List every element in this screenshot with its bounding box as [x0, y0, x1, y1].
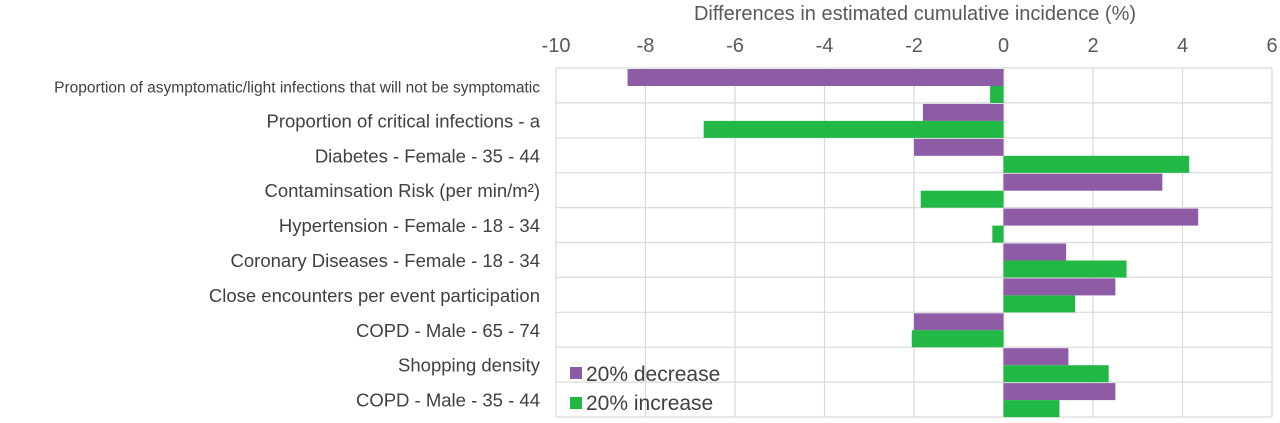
category-label: COPD - Male - 65 - 74 [356, 320, 540, 341]
legend: 20% decrease 20% increase [570, 363, 720, 415]
x-tick-label: 4 [1177, 35, 1188, 57]
x-tick-label: 0 [998, 35, 1009, 57]
bar-increase [920, 190, 1004, 208]
legend-label-decrease: 20% decrease [586, 363, 720, 386]
category-label: Hypertension - Female - 18 - 34 [279, 215, 540, 236]
x-tick-label: 2 [1087, 35, 1098, 57]
x-axis-title: Differences in estimated cumulative inci… [694, 3, 1136, 25]
x-tick-label: -10 [542, 35, 571, 57]
bar-increase [1003, 400, 1060, 418]
x-tick-label: -8 [637, 35, 655, 57]
bar-increase [1003, 365, 1109, 383]
x-tick-label: -2 [905, 35, 923, 57]
bar-decrease [1003, 383, 1116, 401]
legend-swatch-decrease [570, 367, 582, 379]
category-label: Proportion of critical infections - a [266, 110, 540, 131]
category-labels: Proportion of asymptomatic/light infecti… [54, 79, 541, 410]
bar-increase [992, 225, 1004, 243]
legend-label-increase: 20% increase [586, 392, 713, 415]
bar-decrease [1003, 173, 1163, 191]
bar-decrease [627, 69, 1004, 86]
category-label: COPD - Male - 35 - 44 [356, 390, 540, 411]
bar-decrease [1003, 243, 1067, 261]
category-label: Diabetes - Female - 35 - 44 [315, 145, 540, 166]
bar-increase [911, 330, 1004, 348]
bar-increase [1003, 155, 1190, 173]
category-label: Close encounters per event participation [209, 285, 540, 306]
x-tick-label: -6 [726, 35, 744, 57]
category-label: Contaminsation Risk (per min/m²) [264, 180, 540, 201]
bar-decrease [1003, 208, 1199, 226]
category-label: Shopping density [398, 355, 541, 376]
bar-increase [1003, 260, 1127, 278]
category-label: Coronary Diseases - Female - 18 - 34 [231, 250, 540, 271]
bar-decrease [914, 138, 1004, 156]
bar-decrease [922, 103, 1004, 121]
bar-increase [990, 86, 1004, 103]
legend-swatch-increase [570, 397, 582, 409]
bar-increase [1003, 295, 1076, 313]
bar-decrease [914, 313, 1004, 331]
x-tick-label: 6 [1266, 35, 1277, 57]
bar-increase [703, 120, 1004, 138]
bar-decrease [1003, 278, 1116, 296]
bar-decrease [1003, 348, 1069, 366]
x-tick-label: -4 [816, 35, 834, 57]
bars [627, 69, 1199, 418]
x-tick-labels: -10 -8 -6 -4 -2 0 2 4 6 [542, 35, 1278, 57]
category-label: Proportion of asymptomatic/light infecti… [54, 79, 540, 96]
